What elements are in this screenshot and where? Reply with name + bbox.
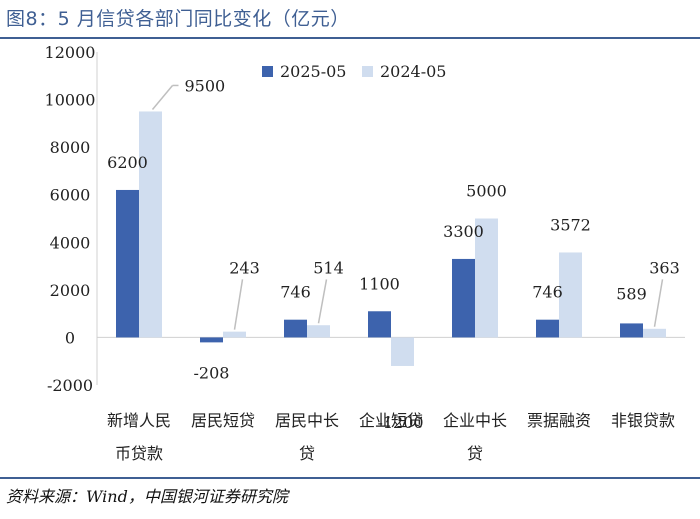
data-label-2025: 746 xyxy=(532,283,563,302)
bar-2024-05-0 xyxy=(139,111,162,338)
bar-2024-05-3 xyxy=(391,337,414,366)
data-label-2024: 363 xyxy=(649,258,680,277)
leader-line xyxy=(653,279,664,327)
data-label-2025: 589 xyxy=(616,284,647,303)
bar-2024-05-1 xyxy=(223,331,246,338)
x-category-label: 贷 xyxy=(299,444,315,463)
data-label-2024: 243 xyxy=(229,258,260,277)
x-category-label: 居民短贷 xyxy=(191,411,255,430)
data-label-2024: -1200 xyxy=(377,413,423,432)
footer-rule xyxy=(0,477,700,479)
x-category-label: 企业中长 xyxy=(443,411,507,430)
data-label-2024: 9500 xyxy=(185,76,226,95)
x-category-label: 币贷款 xyxy=(115,444,163,463)
y-tick-label: 4000 xyxy=(50,233,91,252)
chart-title: 图8：5 月信贷各部门同比变化（亿元） xyxy=(6,8,350,30)
data-label-2024: 514 xyxy=(313,258,344,277)
bar-2025-05-1 xyxy=(200,337,223,343)
y-tick-label: 12000 xyxy=(45,43,96,62)
data-label-2025: 1100 xyxy=(359,274,400,293)
y-tick-label: -2000 xyxy=(47,376,93,395)
data-label-2025: 746 xyxy=(280,283,311,302)
y-tick-label: 8000 xyxy=(50,138,91,157)
data-label-2025: -208 xyxy=(194,363,230,382)
legend-swatch-2025 xyxy=(262,66,273,77)
data-label-2025: 6200 xyxy=(107,153,148,172)
y-tick-label: 6000 xyxy=(50,186,91,205)
data-label-2024: 3572 xyxy=(550,215,591,234)
x-category-label: 票据融资 xyxy=(527,411,591,430)
bar-2024-05-4 xyxy=(475,218,498,338)
x-category-label: 非银贷款 xyxy=(611,411,675,430)
legend-swatch-2024 xyxy=(362,66,373,77)
data-label-2025: 3300 xyxy=(443,222,484,241)
y-tick-label: 0 xyxy=(65,328,75,347)
bar-2025-05-5 xyxy=(536,319,559,338)
data-label-2024: 5000 xyxy=(466,182,507,201)
x-category-label: 居民中长 xyxy=(275,411,339,430)
bar-2025-05-3 xyxy=(368,311,391,338)
x-category-label: 贷 xyxy=(467,444,483,463)
bar-2024-05-5 xyxy=(559,252,582,338)
leader-line xyxy=(233,279,244,330)
legend-label-2025: 2025-05 xyxy=(280,62,346,81)
bar-2025-05-0 xyxy=(116,189,139,338)
bar-2025-05-2 xyxy=(284,319,307,338)
source-note: 资料来源：Wind，中国银河证券研究院 xyxy=(6,487,288,506)
x-category-label: 企业短贷 xyxy=(359,411,423,430)
bar-2024-05-6 xyxy=(643,328,666,338)
bar-2025-05-6 xyxy=(620,323,643,338)
bar-2025-05-4 xyxy=(452,258,475,338)
y-tick-label: 10000 xyxy=(45,91,96,110)
legend-label-2024: 2024-05 xyxy=(380,62,446,81)
leader-line xyxy=(317,279,328,324)
bar-2024-05-2 xyxy=(307,325,330,338)
leader-line xyxy=(151,84,174,110)
y-tick-label: 2000 xyxy=(50,281,91,300)
title-rule xyxy=(0,37,700,39)
x-category-label: 新增人民 xyxy=(107,411,171,430)
